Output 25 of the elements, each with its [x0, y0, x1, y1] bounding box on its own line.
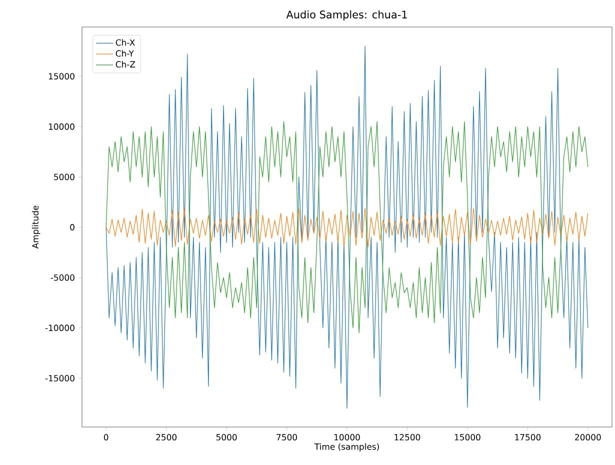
y-tick-label: -5000 — [50, 274, 74, 281]
line-series — [106, 46, 588, 409]
x-tick-label: 15000 — [454, 434, 480, 440]
y-tick-label: 5000 — [54, 174, 74, 180]
x-tick-label: 12500 — [394, 434, 420, 440]
legend-label: Ch-X — [116, 39, 135, 46]
x-tick-label: 17500 — [515, 434, 541, 440]
x-axis-title: Time (samples) — [314, 443, 379, 452]
y-tick-label: 10000 — [48, 123, 74, 130]
x-tick-label: 2500 — [156, 434, 177, 440]
y-axis-title: Amplitude — [32, 206, 40, 249]
y-tick-label: 15000 — [48, 73, 74, 80]
x-tick-label: 7500 — [276, 434, 297, 440]
x-tick-label: 20000 — [575, 434, 601, 440]
legend-label: Ch-Y — [116, 50, 134, 57]
x-tick-label: 5000 — [216, 434, 237, 440]
y-tick-label: -10000 — [45, 324, 74, 332]
chart-title: Audio Samples: chua-1 — [286, 10, 407, 20]
y-tick-label: -15000 — [45, 374, 74, 382]
line-series — [106, 208, 588, 248]
y-tick-label: 0 — [70, 224, 74, 230]
x-tick-label: 10000 — [334, 434, 360, 440]
legend-label: Ch-Z — [116, 61, 136, 68]
line-series — [106, 121, 588, 334]
x-tick-label: 0 — [104, 434, 108, 440]
